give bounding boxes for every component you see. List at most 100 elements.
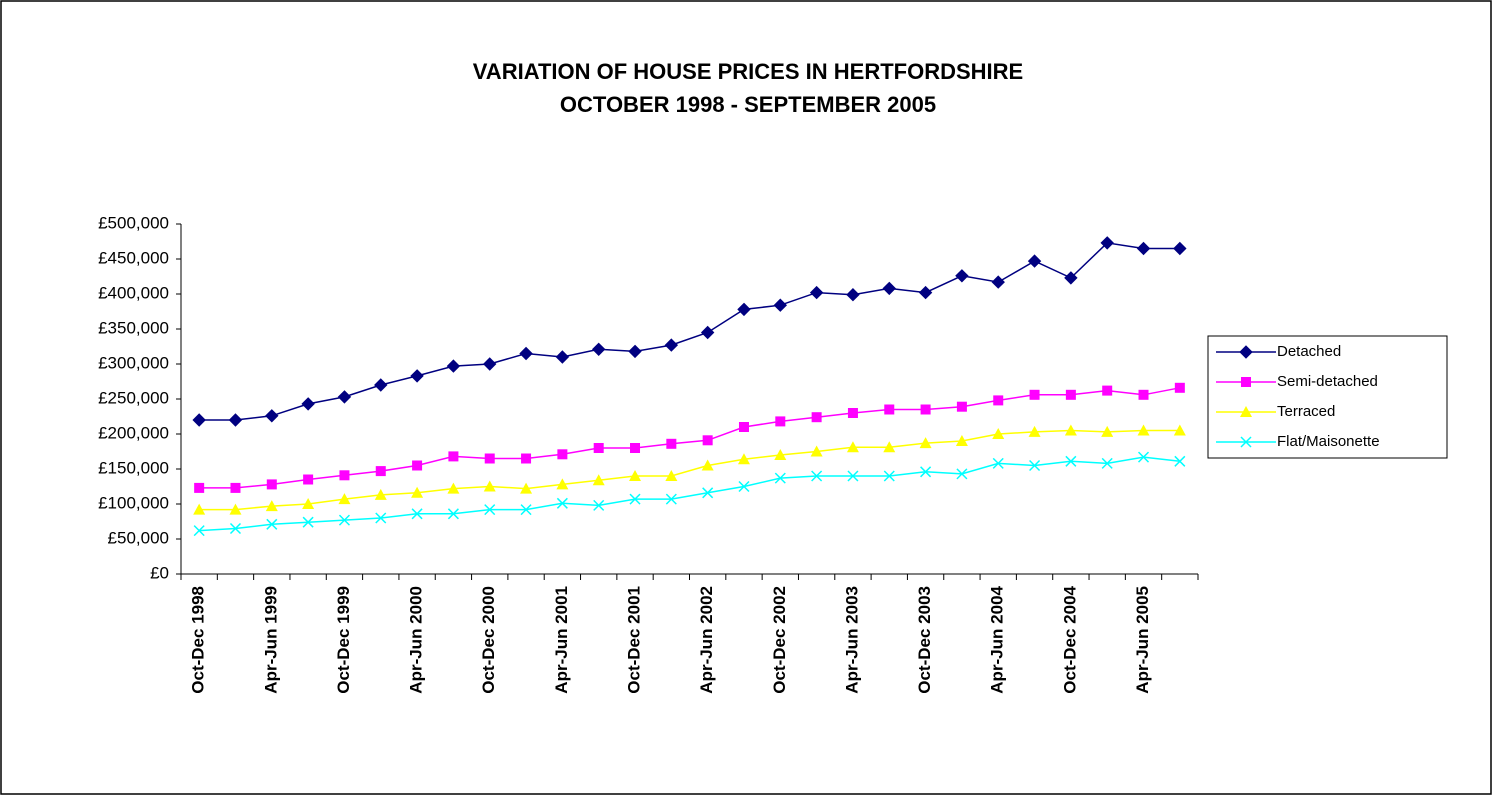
data-point	[228, 413, 243, 427]
legend-marker	[1241, 377, 1251, 387]
y-tick-label: £50,000	[108, 528, 169, 547]
data-point	[447, 508, 459, 520]
series-line	[199, 242, 1180, 421]
data-point	[1029, 459, 1041, 472]
x-tick-label: Oct-Dec 2001	[625, 586, 644, 694]
data-point	[1102, 385, 1113, 396]
data-point	[412, 460, 423, 471]
data-point	[1027, 254, 1042, 268]
data-point	[664, 338, 679, 352]
data-point	[592, 474, 605, 486]
data-point	[192, 413, 206, 427]
data-point	[737, 453, 750, 465]
y-tick-label: £300,000	[98, 353, 169, 372]
data-point	[556, 478, 569, 490]
data-point	[883, 470, 895, 482]
data-point	[992, 457, 1004, 469]
legend-marker	[1240, 436, 1252, 448]
x-tick-label: Apr-Jun 2000	[407, 586, 426, 694]
data-point	[520, 482, 533, 494]
data-point	[1137, 424, 1150, 436]
y-tick-label: £100,000	[98, 493, 169, 512]
data-point	[773, 298, 788, 312]
legend-label: Terraced	[1277, 403, 1335, 420]
data-point	[666, 438, 677, 449]
data-point	[375, 512, 387, 524]
data-point	[521, 453, 532, 464]
data-point	[991, 275, 1005, 289]
data-point	[375, 466, 386, 477]
data-point	[630, 443, 641, 453]
data-point	[884, 404, 895, 415]
data-point	[411, 486, 424, 498]
data-point	[1065, 455, 1077, 467]
x-tick-label: Oct-Dec 2000	[479, 586, 498, 694]
data-point	[338, 514, 350, 526]
data-point	[339, 470, 350, 481]
series-line	[199, 387, 1180, 489]
data-point	[700, 325, 715, 340]
data-point	[993, 395, 1004, 406]
data-point	[920, 466, 932, 478]
data-point	[701, 459, 714, 471]
data-point	[555, 350, 570, 364]
x-tick-label: Apr-Jun 2003	[842, 586, 861, 694]
data-point	[266, 479, 277, 490]
data-point	[556, 497, 568, 509]
data-point	[1101, 457, 1113, 469]
data-point	[846, 441, 859, 453]
legend-label: Detached	[1277, 343, 1341, 360]
data-point	[229, 522, 242, 535]
data-point	[1029, 389, 1040, 400]
data-point	[484, 504, 496, 516]
data-point	[956, 468, 968, 480]
data-point	[955, 269, 969, 283]
data-point	[520, 504, 532, 516]
data-point	[629, 493, 641, 505]
data-point	[448, 451, 459, 462]
data-point	[447, 482, 460, 494]
data-point	[519, 346, 533, 361]
data-point	[665, 470, 678, 481]
x-tick-label: Oct-Dec 1998	[189, 586, 208, 694]
y-tick-label: £350,000	[98, 318, 169, 337]
data-point	[374, 488, 387, 500]
data-point	[230, 482, 241, 493]
data-point	[301, 397, 315, 411]
legend-label: Semi-detached	[1277, 373, 1378, 390]
data-point	[811, 412, 822, 423]
data-point	[1174, 455, 1186, 467]
data-point	[302, 498, 315, 509]
data-point	[883, 441, 896, 453]
data-point	[1064, 424, 1077, 436]
data-point	[882, 281, 896, 296]
y-tick-label: £450,000	[98, 248, 169, 267]
y-tick-label: £250,000	[98, 388, 169, 407]
x-tick-label: Apr-Jun 2001	[552, 586, 571, 694]
data-point	[446, 359, 461, 373]
series-line	[199, 456, 1180, 532]
data-point	[193, 503, 206, 515]
data-point	[265, 500, 278, 512]
data-point	[1065, 389, 1076, 400]
y-tick-label: £400,000	[98, 283, 169, 302]
data-point	[229, 503, 242, 515]
data-point	[811, 470, 823, 482]
x-tick-label: Apr-Jun 2002	[697, 586, 716, 694]
data-point	[265, 409, 279, 423]
data-point	[193, 525, 205, 537]
data-point	[410, 369, 424, 383]
legend-marker	[1240, 406, 1252, 417]
data-point	[702, 435, 713, 446]
data-point	[483, 357, 497, 371]
data-point	[702, 487, 714, 499]
data-point	[1064, 271, 1078, 285]
x-tick-label: Oct-Dec 2002	[770, 586, 789, 694]
data-point	[847, 470, 859, 482]
data-point	[1173, 424, 1186, 436]
data-point	[809, 285, 824, 300]
legend-label: Flat/Maisonette	[1277, 433, 1380, 450]
data-point	[411, 508, 423, 520]
data-point	[738, 480, 750, 493]
x-tick-label: Apr-Jun 2005	[1133, 586, 1152, 694]
